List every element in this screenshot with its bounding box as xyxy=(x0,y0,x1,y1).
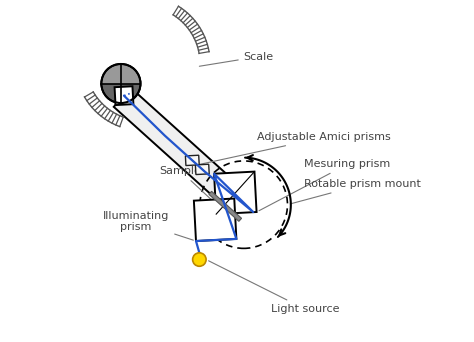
Text: Mesuring prism: Mesuring prism xyxy=(259,159,391,211)
Circle shape xyxy=(192,253,206,266)
Polygon shape xyxy=(185,155,199,166)
Polygon shape xyxy=(114,88,246,210)
Text: Light source: Light source xyxy=(209,261,339,314)
Polygon shape xyxy=(115,86,133,105)
Polygon shape xyxy=(195,164,209,174)
Wedge shape xyxy=(102,65,139,83)
Wedge shape xyxy=(102,83,139,102)
Polygon shape xyxy=(194,199,237,241)
Circle shape xyxy=(101,64,140,103)
Polygon shape xyxy=(214,172,256,214)
Text: Sample: Sample xyxy=(160,166,217,205)
Text: Adjustable Amici prisms: Adjustable Amici prisms xyxy=(200,132,391,164)
Polygon shape xyxy=(209,191,242,221)
Text: Scale: Scale xyxy=(200,52,274,66)
Text: Illuminating
prism: Illuminating prism xyxy=(103,211,193,240)
Text: Rotable prism mount: Rotable prism mount xyxy=(290,180,421,204)
